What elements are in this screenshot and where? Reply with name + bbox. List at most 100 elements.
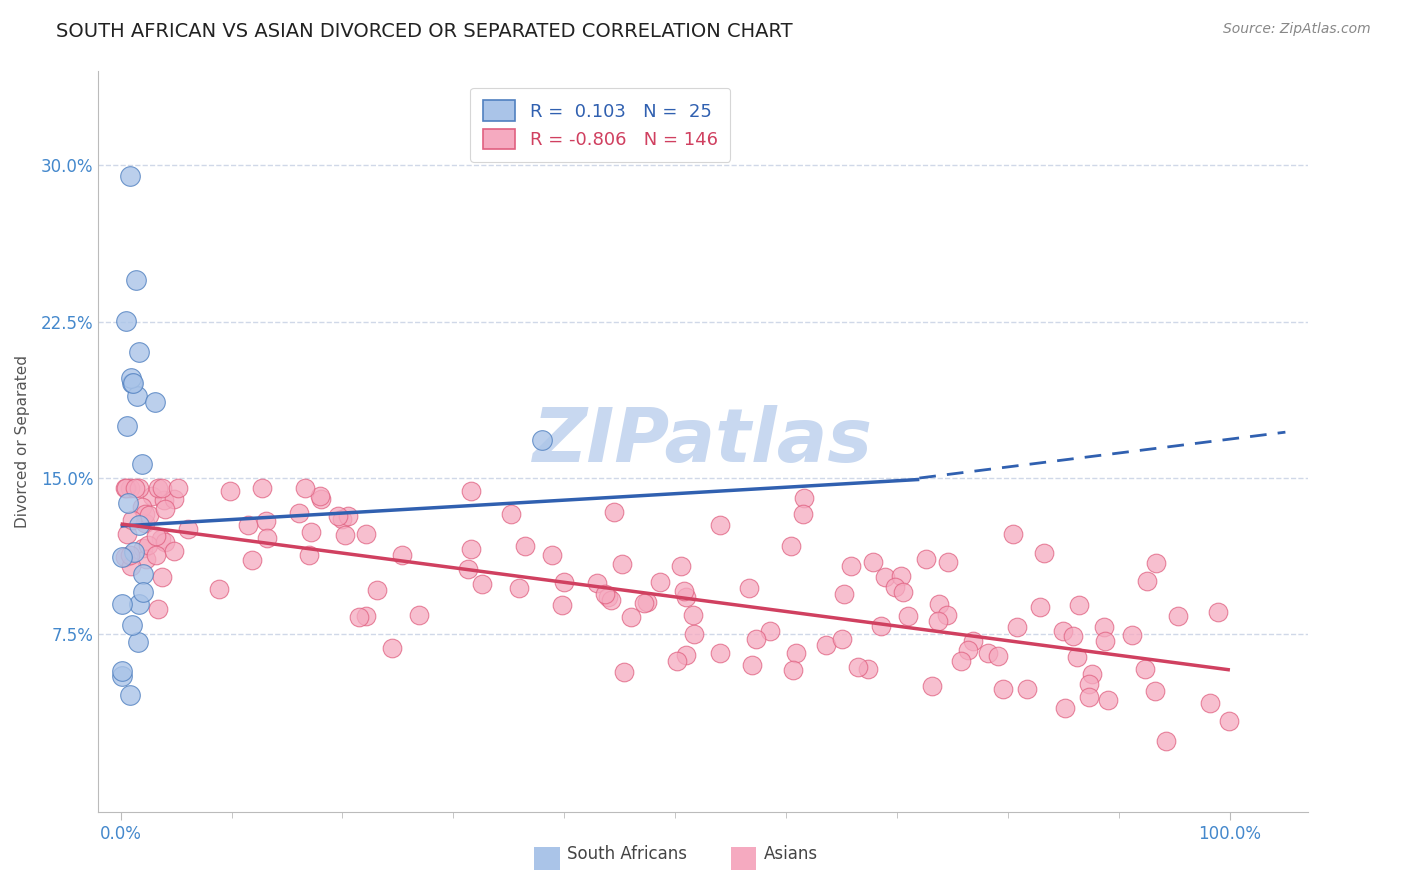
Point (146, 482, 169, 496)
Point (593, 587, 616, 601)
Point (936, 607, 959, 622)
Point (738, 581, 761, 595)
Point (128, 518, 150, 533)
Point (1199, 696, 1222, 710)
Point (124, 273, 146, 287)
Point (118, 548, 141, 562)
Point (167, 482, 190, 496)
Point (347, 610, 370, 624)
Point (832, 586, 855, 600)
Point (1136, 574, 1159, 588)
Point (1218, 714, 1240, 729)
Point (793, 491, 815, 506)
Point (118, 169, 141, 183)
Point (148, 602, 170, 616)
Point (1167, 609, 1189, 624)
Point (236, 517, 259, 532)
Point (956, 643, 979, 657)
FancyBboxPatch shape (725, 842, 762, 875)
Point (897, 608, 920, 623)
Point (1066, 650, 1088, 665)
Point (858, 662, 880, 676)
Point (936, 555, 959, 569)
Point (1054, 701, 1077, 715)
Point (298, 548, 321, 562)
Point (683, 627, 706, 641)
Point (163, 544, 186, 558)
Point (551, 598, 574, 612)
Point (254, 514, 277, 528)
Point (875, 570, 897, 584)
Point (111, 597, 134, 611)
Point (381, 640, 404, 655)
Point (675, 590, 697, 604)
Point (309, 489, 332, 503)
Text: Source: ZipAtlas.com: Source: ZipAtlas.com (1223, 22, 1371, 37)
Point (153, 535, 176, 549)
Point (785, 646, 807, 660)
Point (1080, 667, 1102, 681)
Point (152, 570, 174, 584)
Point (132, 584, 155, 599)
Point (1097, 693, 1119, 707)
Point (287, 506, 309, 520)
FancyBboxPatch shape (529, 842, 567, 875)
Point (610, 557, 633, 571)
Point (1077, 677, 1099, 691)
Point (891, 585, 914, 599)
Point (1052, 624, 1074, 639)
Point (460, 483, 482, 498)
Point (115, 482, 138, 496)
Point (815, 638, 838, 652)
Point (122, 545, 145, 559)
Point (1144, 684, 1167, 698)
Point (745, 632, 768, 646)
Point (673, 583, 696, 598)
Point (111, 669, 134, 683)
Point (596, 591, 619, 605)
Point (294, 482, 316, 496)
Point (127, 635, 149, 649)
Text: SOUTH AFRICAN VS ASIAN DIVORCED OR SEPARATED CORRELATION CHART: SOUTH AFRICAN VS ASIAN DIVORCED OR SEPAR… (56, 22, 793, 41)
Point (1092, 619, 1115, 633)
Point (884, 580, 907, 594)
Text: South Africans: South Africans (567, 845, 686, 863)
Point (613, 665, 636, 680)
Point (1005, 620, 1028, 634)
Point (603, 505, 626, 519)
Point (136, 538, 159, 552)
Point (336, 508, 359, 523)
Point (759, 624, 782, 639)
Point (240, 553, 263, 567)
Point (121, 618, 143, 632)
Point (914, 552, 936, 566)
Point (675, 648, 697, 663)
Point (128, 482, 150, 496)
Point (125, 389, 148, 403)
Point (120, 371, 142, 385)
Point (501, 507, 523, 521)
Point (128, 597, 150, 611)
Point (1154, 733, 1177, 747)
Point (741, 657, 763, 672)
Point (117, 496, 139, 510)
Point (138, 508, 160, 522)
Point (163, 492, 186, 507)
Point (846, 660, 869, 674)
Point (1121, 628, 1143, 642)
Point (513, 539, 536, 553)
Point (862, 555, 884, 569)
Point (1001, 527, 1024, 541)
Point (633, 596, 655, 610)
Point (118, 688, 141, 702)
Point (115, 313, 138, 327)
Point (1029, 599, 1052, 614)
Point (1133, 662, 1156, 676)
Point (779, 539, 801, 553)
Point (949, 654, 972, 668)
Point (252, 482, 274, 496)
Point (145, 548, 167, 562)
Point (471, 577, 494, 591)
Point (962, 634, 984, 648)
Point (256, 531, 278, 545)
